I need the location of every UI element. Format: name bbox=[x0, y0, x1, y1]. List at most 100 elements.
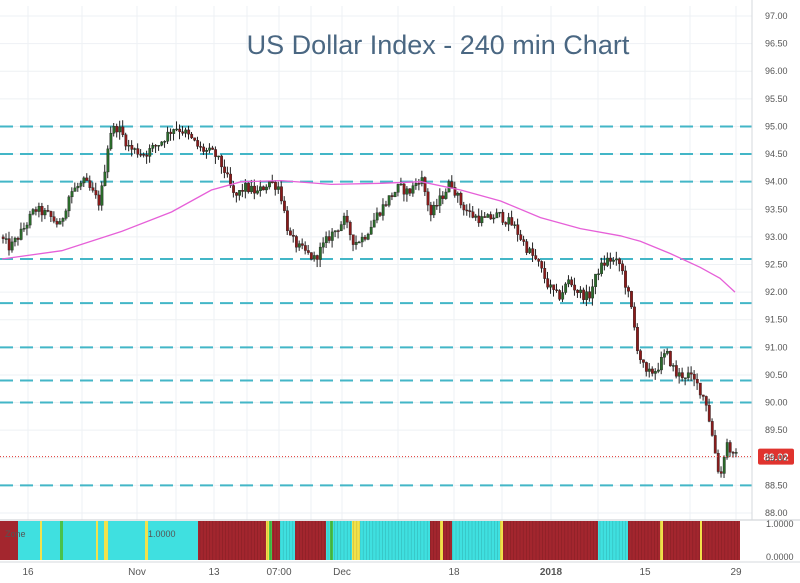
candle-body bbox=[235, 192, 238, 196]
candle-body bbox=[97, 194, 101, 206]
candle-body bbox=[624, 270, 627, 288]
candle-body bbox=[300, 243, 304, 246]
candle-body bbox=[674, 365, 678, 377]
candle-body bbox=[597, 273, 600, 275]
candle-body bbox=[719, 471, 723, 474]
candle-body bbox=[357, 241, 361, 244]
zone-segment bbox=[333, 521, 352, 560]
candle-body bbox=[82, 177, 86, 184]
candle-body bbox=[121, 126, 125, 135]
candle-body bbox=[654, 371, 657, 374]
candle-body bbox=[537, 258, 541, 262]
candle-body bbox=[552, 284, 556, 290]
candle-body bbox=[713, 435, 717, 454]
y-tick-label: 90.50 bbox=[765, 370, 788, 380]
candle-body bbox=[286, 210, 289, 231]
zone-segment bbox=[598, 521, 628, 560]
candle-body bbox=[513, 224, 517, 226]
candle-body bbox=[208, 147, 212, 151]
candle-body bbox=[190, 133, 194, 139]
candle-body bbox=[642, 359, 645, 363]
candle-body bbox=[444, 191, 448, 199]
candle-body bbox=[477, 215, 481, 224]
candle-body bbox=[468, 210, 472, 212]
candle-body bbox=[567, 279, 571, 285]
candle-body bbox=[7, 238, 11, 251]
candle-body bbox=[432, 205, 436, 216]
candle-body bbox=[507, 217, 511, 225]
candle-body bbox=[627, 287, 630, 292]
zone-segment bbox=[663, 521, 700, 560]
zone-segment bbox=[660, 521, 663, 560]
candle-body bbox=[414, 183, 418, 186]
zone-segment bbox=[280, 521, 295, 560]
candle-body bbox=[498, 211, 502, 214]
candle-body bbox=[630, 291, 633, 308]
candle-body bbox=[10, 241, 14, 251]
candle-body bbox=[265, 186, 268, 191]
zone-segment bbox=[145, 521, 148, 560]
candle-body bbox=[220, 155, 224, 168]
candle-body bbox=[28, 213, 32, 226]
zone-segment bbox=[628, 521, 660, 560]
y-tick-label: 94.50 bbox=[765, 149, 788, 159]
candle-body bbox=[588, 291, 592, 299]
last-price-marker: 89.02 bbox=[0, 448, 794, 465]
candle-body bbox=[13, 237, 17, 243]
x-tick-label: 13 bbox=[208, 567, 220, 578]
candle-body bbox=[297, 243, 301, 248]
zone-segment bbox=[96, 521, 98, 560]
candle-body bbox=[4, 238, 8, 240]
candle-body bbox=[492, 217, 496, 220]
candle-body bbox=[309, 252, 313, 260]
candle-body bbox=[351, 234, 355, 245]
candle-body bbox=[277, 186, 280, 190]
candle-body bbox=[133, 148, 137, 150]
candle-body bbox=[271, 181, 274, 183]
last-price-badge bbox=[758, 448, 794, 465]
candle-body bbox=[348, 221, 352, 235]
zone-segment bbox=[360, 521, 430, 560]
candle-body bbox=[657, 369, 660, 372]
candle-body bbox=[229, 173, 232, 186]
candle-body bbox=[677, 372, 681, 377]
indicator-name-label: Zone bbox=[5, 529, 26, 539]
zone-segment bbox=[500, 521, 503, 560]
candle-body bbox=[196, 140, 200, 147]
zone-segment bbox=[42, 521, 60, 560]
candle-body bbox=[579, 289, 583, 293]
x-axis[interactable]: 16 Nov 13 07:00 Dec 18 2018 15 29 bbox=[0, 561, 800, 578]
candle-body bbox=[22, 228, 26, 230]
zone-segment bbox=[0, 521, 18, 560]
candle-body bbox=[689, 372, 693, 375]
candle-body bbox=[336, 230, 340, 232]
candle-body bbox=[546, 278, 550, 288]
candle-body bbox=[274, 181, 277, 190]
zone-segment bbox=[104, 521, 108, 560]
candle-body bbox=[704, 396, 708, 406]
candle-body bbox=[426, 191, 430, 206]
candle-body bbox=[489, 214, 493, 220]
candle-body bbox=[124, 134, 128, 147]
candle-body bbox=[662, 353, 666, 358]
candle-body bbox=[333, 230, 337, 233]
candle-body bbox=[145, 154, 149, 157]
x-tick-label: 07:00 bbox=[266, 567, 291, 578]
zone-segment bbox=[266, 521, 269, 560]
candle-body bbox=[166, 131, 170, 142]
candle-body bbox=[695, 379, 699, 384]
indicator-value-label: 1.0000 bbox=[148, 529, 176, 539]
candle-body bbox=[1, 236, 5, 239]
candle-body bbox=[651, 368, 654, 374]
y-axis[interactable]: 97.00 96.50 96.00 95.50 95.00 94.50 94.00 93.50… bbox=[751, 0, 788, 520]
candle-body bbox=[390, 195, 394, 197]
candle-body bbox=[378, 212, 382, 216]
chart-title: US Dollar Index - 240 min Chart bbox=[247, 30, 630, 60]
candle-body bbox=[615, 258, 618, 261]
candle-body bbox=[459, 192, 463, 206]
candle-body bbox=[324, 236, 328, 244]
candle-body bbox=[142, 154, 146, 156]
candle-body bbox=[591, 286, 594, 299]
candle-body bbox=[184, 129, 188, 134]
